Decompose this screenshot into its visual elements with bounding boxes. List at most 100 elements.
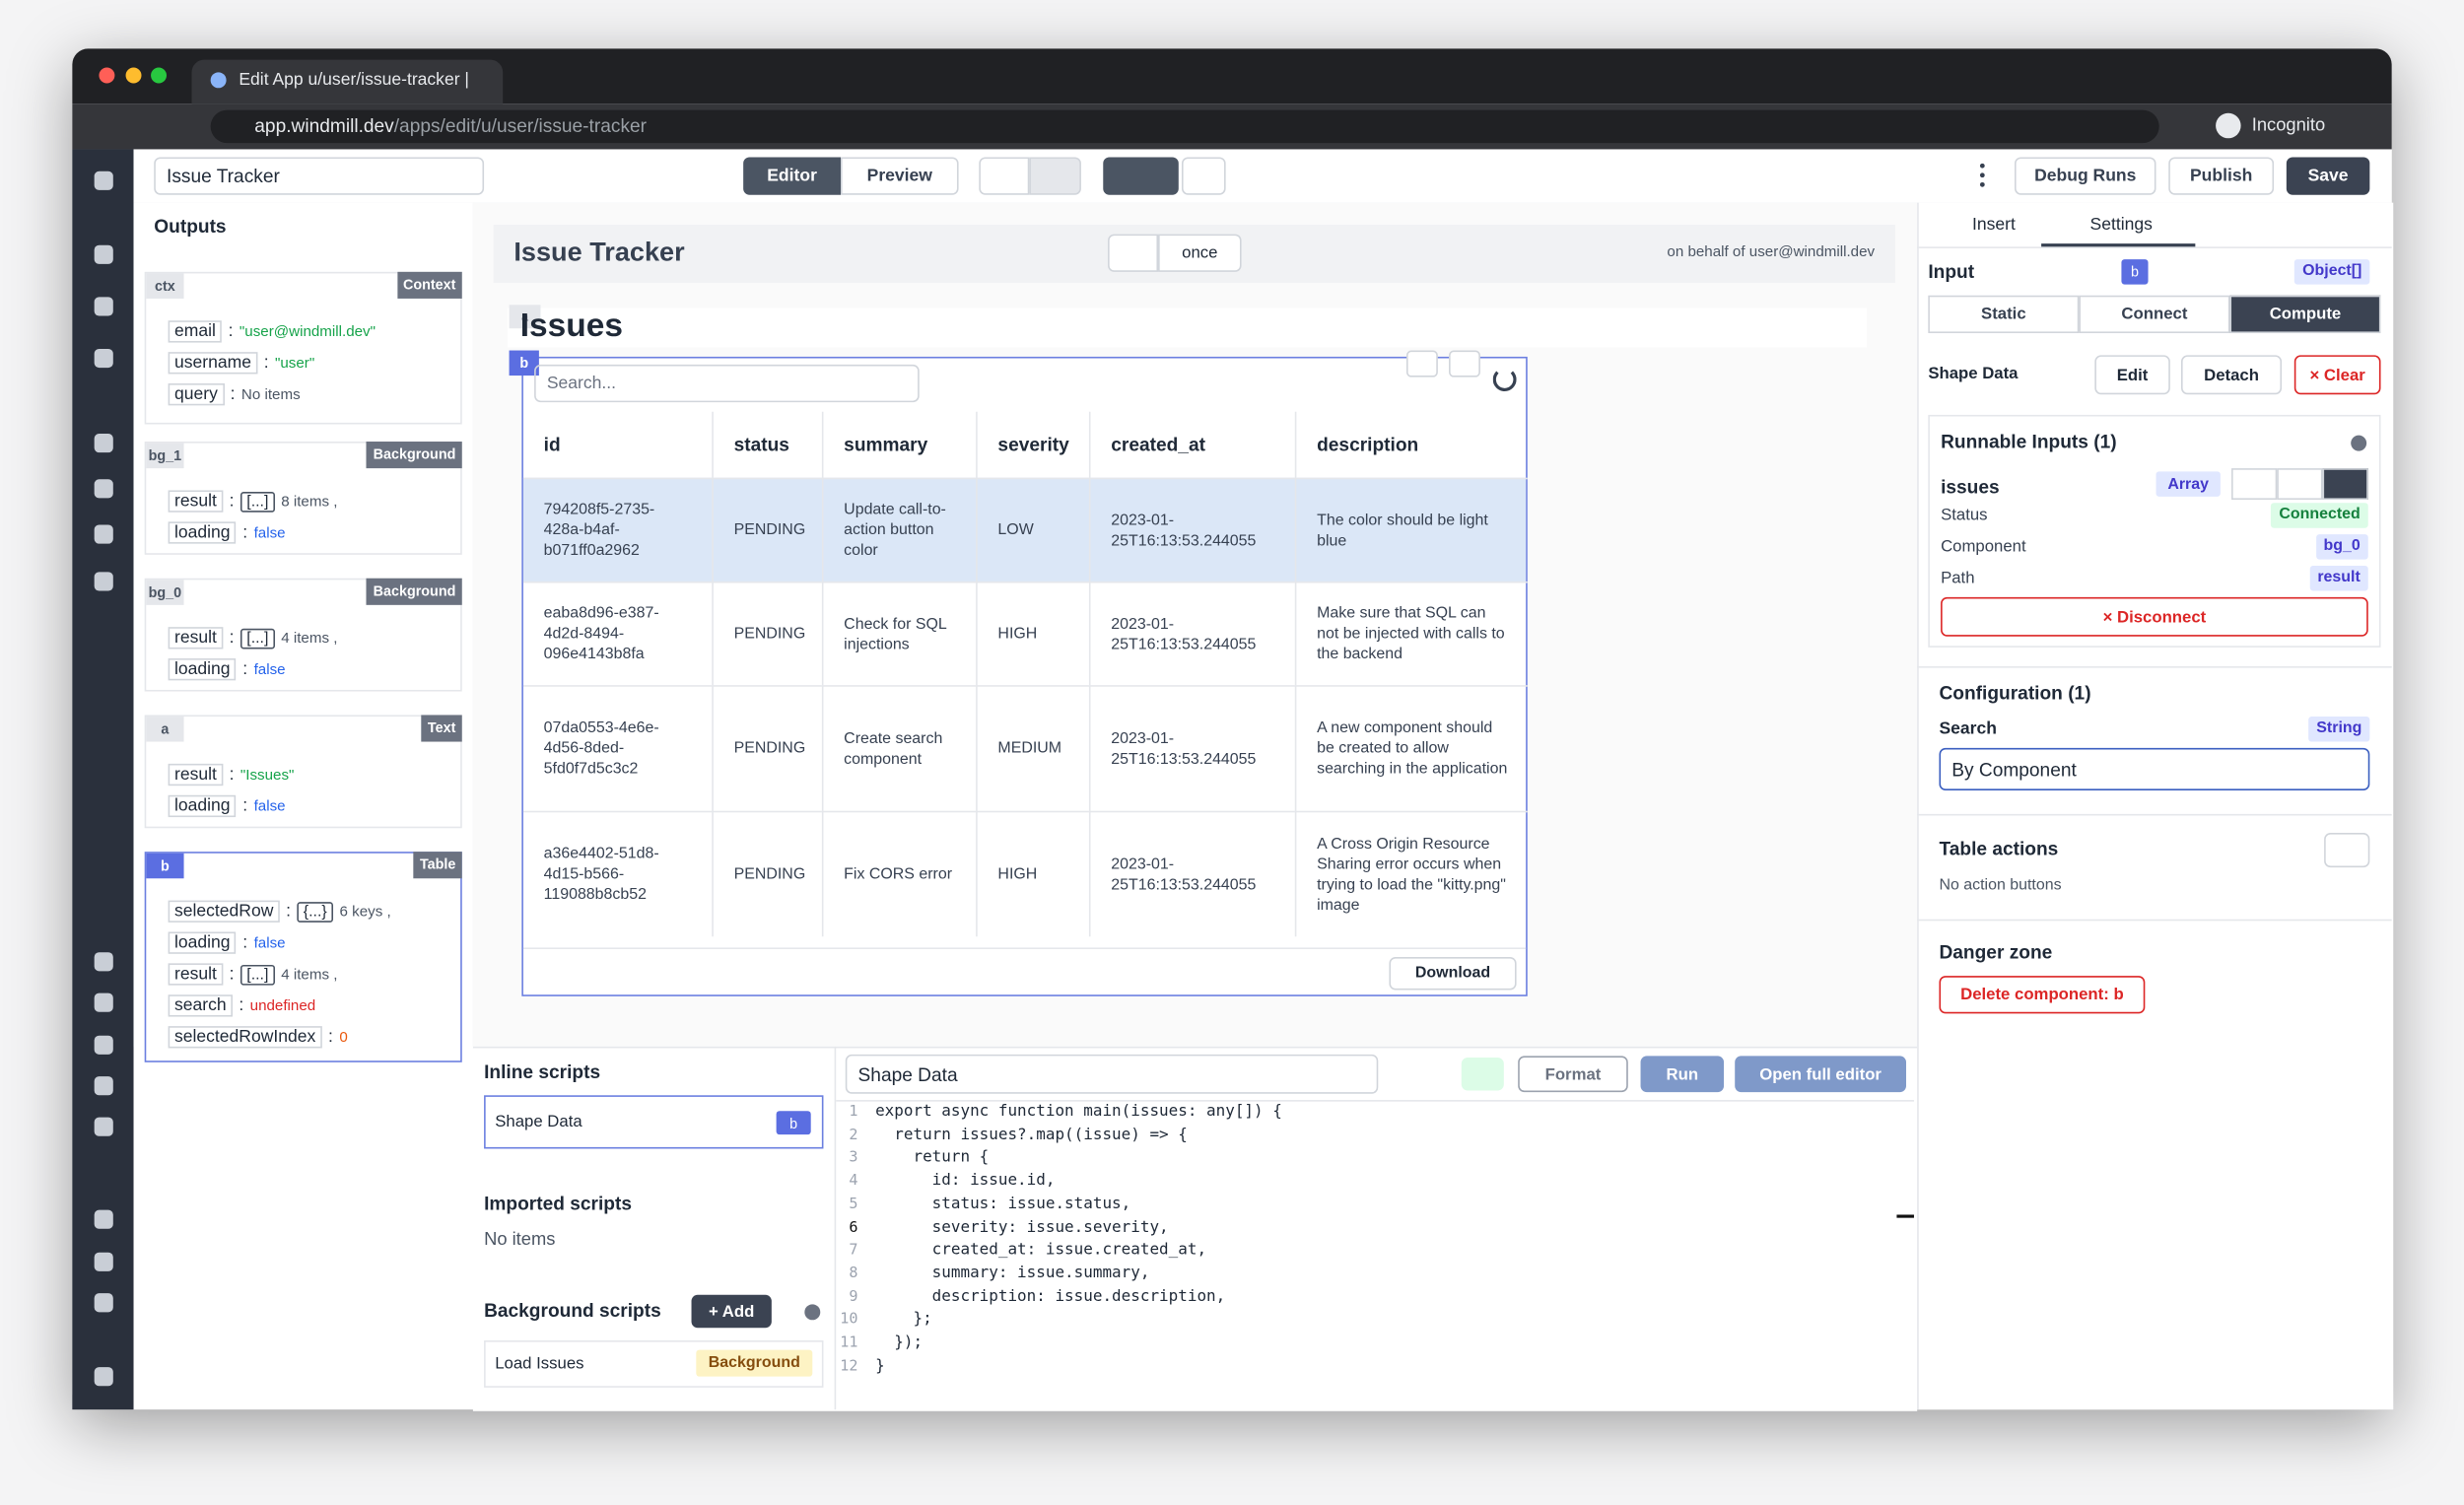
output-id[interactable]: ctx — [146, 273, 184, 299]
clear-button[interactable]: × Clear — [2293, 355, 2381, 395]
table-cell[interactable]: 794208f5-2735-428a-b4af-b071ff0a2962 — [522, 477, 713, 581]
preview-button[interactable]: Preview — [840, 157, 959, 195]
table-cell[interactable]: A new component should be created to all… — [1294, 685, 1528, 811]
column-header[interactable]: id — [543, 434, 561, 456]
field-badge[interactable]: [...] — [240, 627, 275, 649]
table-cell[interactable]: 2023-01-25T16:13:53.244055 — [1088, 685, 1295, 811]
table-cell[interactable]: PENDING — [712, 810, 822, 937]
column-header[interactable]: severity — [976, 411, 1089, 478]
editor-button[interactable]: Editor — [743, 157, 841, 195]
mode-button[interactable]: Connect — [2079, 295, 2230, 334]
run-button[interactable]: Run — [1640, 1056, 1725, 1093]
app-name-input[interactable]: Issue Tracker — [154, 157, 485, 195]
table-cell[interactable]: LOW — [976, 477, 1089, 581]
download-button[interactable]: Download — [1389, 956, 1517, 991]
mode-button[interactable]: Static — [1928, 295, 2080, 334]
column-header[interactable]: created_at — [1088, 411, 1295, 478]
column-header[interactable]: status — [712, 411, 822, 478]
insert-tab[interactable]: Insert — [1971, 215, 2016, 235]
sidebar-icon[interactable] — [94, 297, 113, 316]
input-action[interactable] — [2277, 468, 2323, 501]
mobile-toggle[interactable] — [979, 157, 1030, 195]
layout-toggle[interactable] — [1103, 157, 1179, 195]
sidebar-icon[interactable] — [94, 572, 113, 591]
input-array-type[interactable]: Array — [2156, 471, 2221, 497]
table-cell[interactable]: Fix CORS error — [821, 810, 977, 937]
table-cell[interactable]: HIGH — [976, 581, 1089, 686]
output-id[interactable]: bg_0 — [146, 580, 184, 605]
output-id[interactable]: bg_1 — [146, 443, 184, 469]
output-id[interactable]: a — [146, 717, 184, 742]
sidebar-icon[interactable] — [94, 992, 113, 1012]
field-badge[interactable]: {...} — [297, 901, 334, 923]
sidebar-icon[interactable] — [94, 1209, 113, 1229]
sidebar-icon[interactable] — [94, 1252, 113, 1271]
background-script-kind[interactable]: Background — [696, 1349, 813, 1377]
table-cell[interactable]: PENDING — [712, 477, 822, 581]
sidebar-icon[interactable] — [94, 434, 113, 453]
tab[interactable] — [191, 59, 504, 104]
table-cell[interactable]: A Cross Origin Resource Sharing error oc… — [1294, 810, 1528, 937]
table-cell[interactable]: Make sure that SQL can not be injected w… — [1294, 581, 1528, 686]
add-background-button[interactable]: + Add — [691, 1294, 772, 1329]
sidebar-icon[interactable] — [94, 1076, 113, 1096]
table-search[interactable]: Search... — [534, 364, 920, 403]
table-cell[interactable]: HIGH — [976, 810, 1089, 937]
table-cell[interactable]: PENDING — [712, 581, 822, 686]
move-handle[interactable] — [1405, 350, 1438, 377]
format-button[interactable]: Format — [1518, 1056, 1628, 1093]
fullscreen-toggle[interactable] — [1181, 157, 1226, 195]
inline-script-item[interactable] — [484, 1095, 824, 1149]
table-cell[interactable]: eaba8d96-e387-4d2d-8494-096e4143b8fa — [522, 581, 713, 685]
publish-button[interactable]: Publish — [2168, 157, 2275, 195]
table-id[interactable]: b — [509, 350, 539, 376]
sidebar-icon[interactable] — [94, 1293, 113, 1313]
table-cell[interactable]: PENDING — [712, 685, 822, 811]
script-name-input[interactable]: Shape Data — [845, 1054, 1379, 1094]
input-action[interactable] — [2322, 468, 2368, 501]
table-cell[interactable]: a36e4402-51d8-4d15-b566-119088b8cb52 — [522, 810, 713, 937]
sidebar-icon[interactable] — [94, 1367, 113, 1387]
field-badge[interactable]: [...] — [240, 491, 275, 512]
save-button[interactable]: Save — [2286, 157, 2370, 195]
input-component[interactable]: b — [2121, 259, 2149, 285]
anchor-handle[interactable] — [1449, 350, 1480, 377]
sidebar-icon[interactable] — [94, 524, 113, 544]
delete-button[interactable]: Delete component: b — [1939, 976, 2146, 1014]
mode-button[interactable]: Compute — [2229, 295, 2381, 334]
debug-runs-button[interactable]: Debug Runs — [2015, 157, 2156, 195]
add-action-button[interactable] — [2324, 833, 2370, 868]
table-cell[interactable]: 2023-01-25T16:13:53.244055 — [1088, 810, 1295, 937]
sidebar-icon[interactable] — [94, 348, 113, 369]
field-badge[interactable]: [...] — [240, 964, 275, 985]
sidebar-icon[interactable] — [94, 1035, 113, 1055]
sidebar-icon[interactable] — [94, 479, 113, 499]
text-component-id[interactable]: a — [509, 305, 541, 329]
column-header[interactable]: description — [1294, 411, 1528, 478]
table-cell[interactable]: Create search component — [821, 685, 977, 811]
table-cell[interactable]: Update call-to-action button color — [821, 477, 977, 581]
edit-button[interactable]: Edit — [2094, 355, 2170, 395]
sidebar-icon[interactable] — [94, 1117, 113, 1136]
sidebar-icon[interactable] — [94, 171, 113, 190]
table-cell[interactable]: Check for SQL injections — [821, 581, 977, 686]
url-field[interactable] — [210, 109, 2159, 144]
open-full-editor-button[interactable]: Open full editor — [1735, 1056, 1906, 1093]
sidebar-icon[interactable] — [94, 244, 113, 264]
detach-button[interactable]: Detach — [2181, 355, 2283, 395]
table-cell[interactable]: The color should be light blue — [1294, 477, 1528, 581]
search-select[interactable]: By Component — [1939, 747, 2370, 790]
table-cell[interactable]: 2023-01-25T16:13:53.244055 — [1088, 477, 1295, 581]
table-refresh[interactable] — [1492, 368, 1517, 392]
column-header[interactable]: summary — [821, 411, 976, 478]
desktop-toggle[interactable] — [1029, 157, 1081, 195]
table-cell[interactable]: 2023-01-25T16:13:53.244055 — [1088, 581, 1295, 686]
disconnect-button[interactable]: × Disconnect — [1941, 596, 2368, 637]
table-cell[interactable]: 07da0553-4e6e-4d56-8ded-5fd0f7d5c3c2 — [522, 685, 713, 811]
refresh-select[interactable]: once — [1158, 234, 1242, 272]
output-id[interactable]: b — [146, 853, 184, 879]
table-cell[interactable]: MEDIUM — [976, 685, 1089, 811]
background-script-item[interactable] — [484, 1340, 824, 1388]
input-action[interactable] — [2231, 468, 2278, 501]
refresh-button[interactable] — [1108, 234, 1159, 272]
